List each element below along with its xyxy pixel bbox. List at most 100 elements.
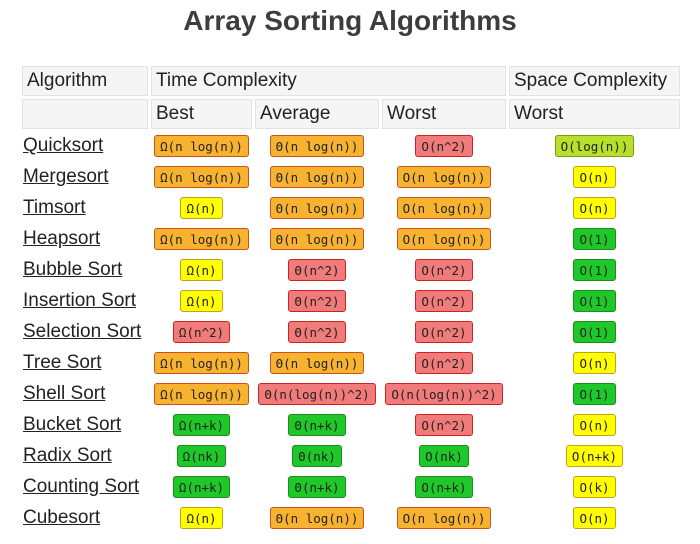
average-complexity-badge: Θ(n+k) xyxy=(288,476,346,498)
worst-cell: O(n^2) xyxy=(382,132,506,160)
algorithm-cell: Timsort xyxy=(22,194,148,222)
avg-cell: Θ(n^2) xyxy=(255,256,379,284)
algorithm-cell: Heapsort xyxy=(22,225,148,253)
best-cell: Ω(n) xyxy=(151,194,252,222)
average-complexity-badge: Θ(n^2) xyxy=(288,259,346,281)
worst-cell: O(n^2) xyxy=(382,287,506,315)
algorithm-link[interactable]: Tree Sort xyxy=(23,352,102,373)
space-cell: O(1) xyxy=(509,380,680,408)
space-complexity-badge: O(1) xyxy=(573,228,616,250)
average-complexity-badge: Θ(n^2) xyxy=(288,290,346,312)
best-cell: Ω(n log(n)) xyxy=(151,132,252,160)
space-cell: O(1) xyxy=(509,256,680,284)
space-cell: O(1) xyxy=(509,225,680,253)
best-complexity-badge: Ω(n log(n)) xyxy=(154,228,249,250)
algorithm-link[interactable]: Cubesort xyxy=(23,507,101,528)
best-cell: Ω(n log(n)) xyxy=(151,225,252,253)
worst-complexity-badge: O(n^2) xyxy=(415,135,473,157)
algorithm-cell: Shell Sort xyxy=(22,380,148,408)
best-complexity-badge: Ω(n+k) xyxy=(172,476,231,498)
algorithm-link[interactable]: Insertion Sort xyxy=(23,290,136,311)
space-complexity-badge: O(n+k) xyxy=(565,445,624,467)
header-empty xyxy=(22,99,148,129)
average-complexity-badge: Θ(nk) xyxy=(292,445,342,467)
algorithm-cell: Quicksort xyxy=(22,132,148,160)
worst-complexity-badge: O(n^2) xyxy=(415,290,473,312)
header-worst: Worst xyxy=(382,99,506,129)
header-algorithm: Algorithm xyxy=(22,66,148,96)
worst-cell: O(n log(n)) xyxy=(382,225,506,253)
worst-cell: O(nk) xyxy=(382,442,506,470)
worst-complexity-badge: O(n^2) xyxy=(415,352,473,374)
best-complexity-badge: Ω(n) xyxy=(180,507,223,529)
table-row: Timsort Ω(n) Θ(n log(n)) O(n log(n)) O(n) xyxy=(22,194,680,222)
space-complexity-badge: O(1) xyxy=(573,383,616,405)
page-title: Array Sorting Algorithms xyxy=(183,5,517,36)
algorithm-link[interactable]: Bubble Sort xyxy=(23,259,123,280)
best-cell: Ω(n log(n)) xyxy=(151,349,252,377)
best-cell: Ω(n) xyxy=(151,287,252,315)
best-complexity-badge: Ω(n log(n)) xyxy=(154,352,249,374)
best-cell: Ω(n) xyxy=(151,504,252,532)
average-complexity-badge: Θ(n log(n)) xyxy=(269,135,365,157)
average-complexity-badge: Θ(n log(n)) xyxy=(269,352,365,374)
space-cell: O(n) xyxy=(509,163,680,191)
table-row: Counting Sort Ω(n+k) Θ(n+k) O(n+k) O(k) xyxy=(22,473,680,501)
best-complexity-badge: Ω(nk) xyxy=(176,445,227,467)
space-complexity-badge: O(n) xyxy=(573,166,616,188)
algorithm-link[interactable]: Bucket Sort xyxy=(23,414,122,435)
avg-cell: Θ(n log(n)) xyxy=(255,349,379,377)
worst-complexity-badge: O(n^2) xyxy=(415,414,473,436)
table-row: Insertion Sort Ω(n) Θ(n^2) O(n^2) O(1) xyxy=(22,287,680,315)
worst-cell: O(n^2) xyxy=(382,349,506,377)
average-complexity-badge: Θ(n(log(n))^2) xyxy=(258,383,376,405)
algorithm-link[interactable]: Heapsort xyxy=(23,228,101,249)
best-complexity-badge: Ω(n log(n)) xyxy=(154,135,249,157)
avg-cell: Θ(n log(n)) xyxy=(255,504,379,532)
space-complexity-badge: O(1) xyxy=(573,290,616,312)
algorithm-cell: Radix Sort xyxy=(22,442,148,470)
space-complexity-badge: O(1) xyxy=(573,321,616,343)
algorithm-cell: Selection Sort xyxy=(22,318,148,346)
best-cell: Ω(n+k) xyxy=(151,473,252,501)
header-row-top: Algorithm Time Complexity Space Complexi… xyxy=(22,66,680,96)
algorithm-link[interactable]: Shell Sort xyxy=(23,383,106,404)
best-cell: Ω(nk) xyxy=(151,442,252,470)
avg-cell: Θ(n log(n)) xyxy=(255,163,379,191)
worst-complexity-badge: O(n log(n)) xyxy=(396,507,492,529)
worst-cell: O(n^2) xyxy=(382,256,506,284)
space-cell: O(n+k) xyxy=(509,442,680,470)
algorithm-link[interactable]: Quicksort xyxy=(23,135,104,156)
algorithm-cell: Bucket Sort xyxy=(22,411,148,439)
header-space-worst: Worst xyxy=(509,99,680,129)
header-best: Best xyxy=(151,99,252,129)
worst-cell: O(n+k) xyxy=(382,473,506,501)
worst-complexity-badge: O(n(log(n))^2) xyxy=(385,383,503,405)
average-complexity-badge: Θ(n log(n)) xyxy=(269,166,365,188)
algorithm-link[interactable]: Mergesort xyxy=(23,166,109,187)
space-complexity-badge: O(n) xyxy=(573,507,616,529)
table-row: Heapsort Ω(n log(n)) Θ(n log(n)) O(n log(n)… xyxy=(22,225,680,253)
table-row: Selection Sort Ω(n^2) Θ(n^2) O(n^2) O(1) xyxy=(22,318,680,346)
best-complexity-badge: Ω(n) xyxy=(180,197,223,219)
worst-cell: O(n(log(n))^2) xyxy=(382,380,506,408)
avg-cell: Θ(nk) xyxy=(255,442,379,470)
best-complexity-badge: Ω(n+k) xyxy=(172,414,231,436)
average-complexity-badge: Θ(n log(n)) xyxy=(269,507,365,529)
table-row: Cubesort Ω(n) Θ(n log(n)) O(n log(n)) O(n) xyxy=(22,504,680,532)
algorithm-link[interactable]: Counting Sort xyxy=(23,476,140,497)
header-space-complexity: Space Complexity xyxy=(509,66,680,96)
space-complexity-badge: O(n) xyxy=(573,352,616,374)
best-complexity-badge: Ω(n log(n)) xyxy=(154,383,249,405)
table-row: Tree Sort Ω(n log(n)) Θ(n log(n)) O(n^2) O(n… xyxy=(22,349,680,377)
worst-cell: O(n^2) xyxy=(382,318,506,346)
avg-cell: Θ(n(log(n))^2) xyxy=(255,380,379,408)
space-complexity-badge: O(log(n)) xyxy=(554,135,635,157)
algorithm-link[interactable]: Timsort xyxy=(23,197,86,218)
algorithm-link[interactable]: Selection Sort xyxy=(23,321,142,342)
space-complexity-badge: O(n) xyxy=(573,197,616,219)
worst-complexity-badge: O(n log(n)) xyxy=(396,228,492,250)
avg-cell: Θ(n^2) xyxy=(255,287,379,315)
worst-cell: O(n log(n)) xyxy=(382,504,506,532)
algorithm-link[interactable]: Radix Sort xyxy=(23,445,112,466)
